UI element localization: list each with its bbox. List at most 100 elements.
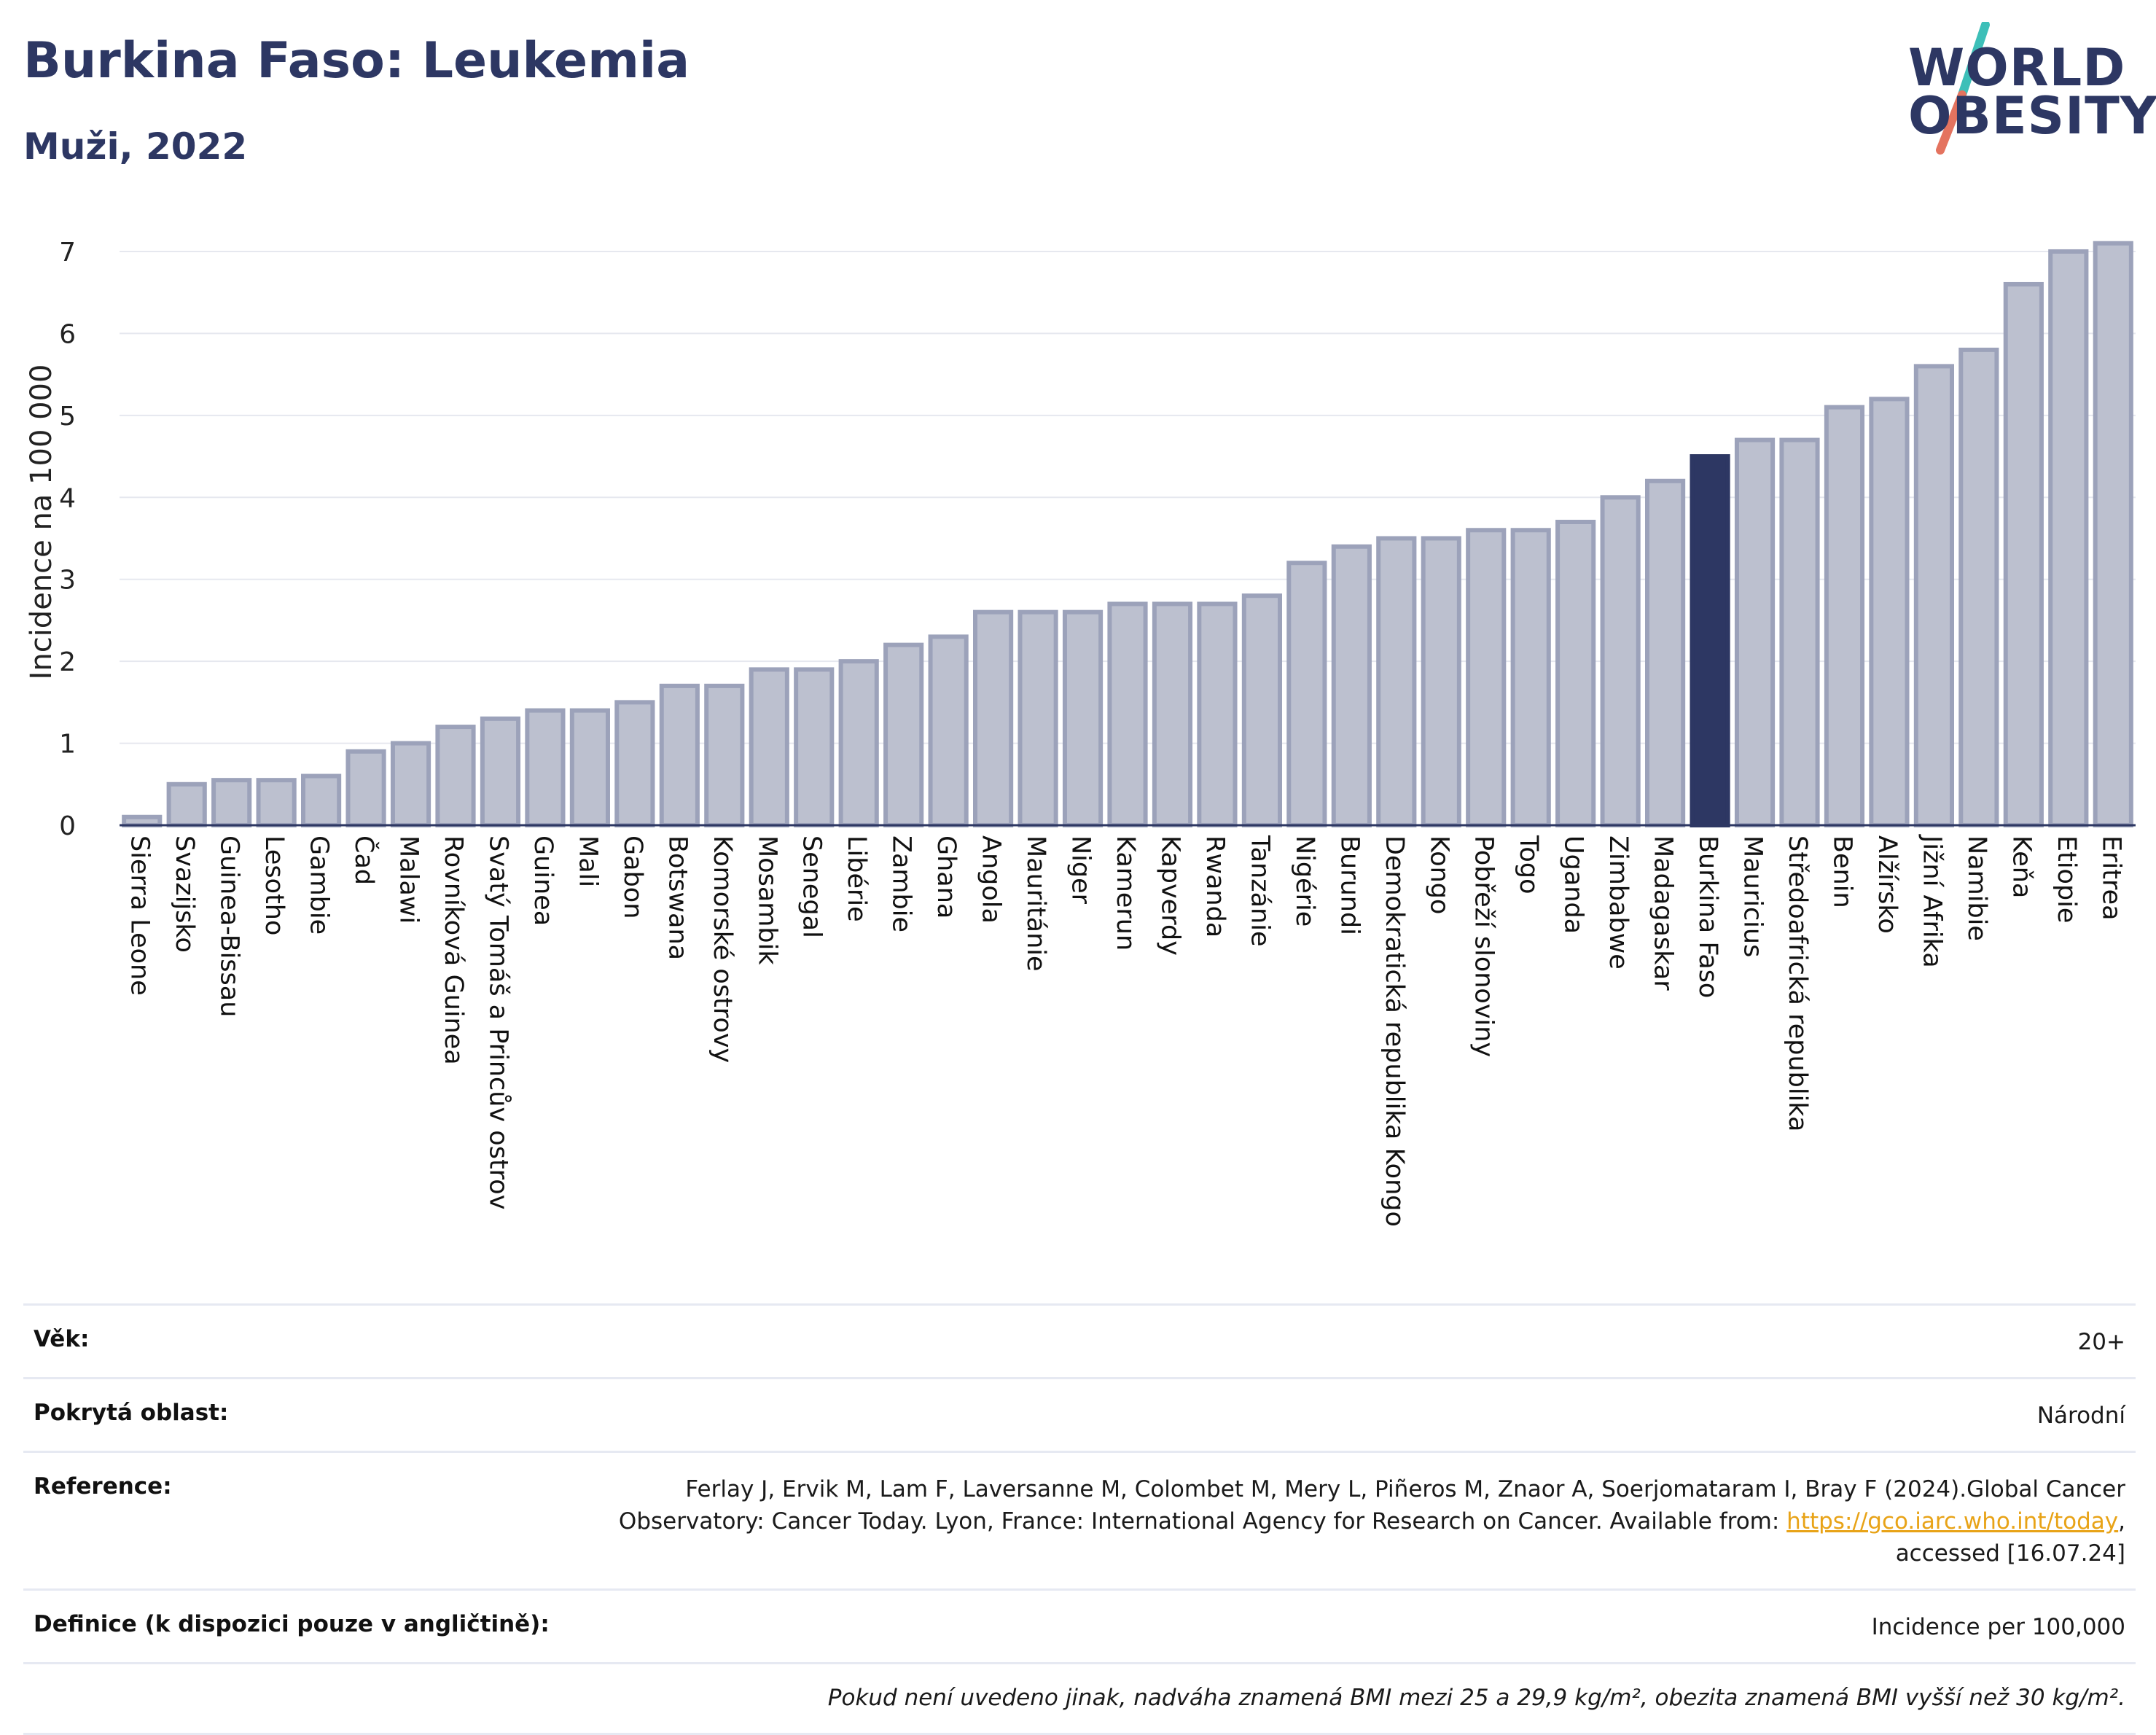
bar-lesotho[interactable]	[256, 778, 297, 828]
bar-mali[interactable]	[569, 708, 610, 828]
x-tick-label: Kongo	[1424, 835, 1453, 914]
y-tick-label: 4	[59, 483, 76, 513]
info-row-definition: Definice (k dispozici pouze v angličtině…	[23, 1588, 2136, 1662]
reference-line-1: Ferlay J, Ervik M, Lam F, Laversanne M, …	[685, 1476, 2125, 1503]
bar-nig-rie[interactable]	[1286, 561, 1327, 827]
y-axis-title: Incidence na 100 000	[25, 364, 58, 680]
bar-togo[interactable]	[1510, 528, 1551, 827]
x-tick-label: Togo	[1514, 835, 1543, 894]
logo-slash-bottom	[1936, 90, 1966, 155]
x-tick-label: Zimbabwe	[1604, 835, 1633, 970]
bar-eritrea[interactable]	[2093, 241, 2133, 827]
x-tick-label: Demokratická republika Kongo	[1380, 835, 1409, 1227]
x-tick-label: Sierra Leone	[125, 835, 155, 996]
x-tick-label: Tanzánie	[1245, 835, 1274, 946]
bar-guinea[interactable]	[525, 708, 566, 828]
x-tick-label: Čad	[349, 835, 380, 885]
x-tick-label: Svatý Tomáš a Princův ostrov	[483, 835, 512, 1209]
x-tick-label: Nigérie	[1290, 835, 1319, 927]
bar-angola[interactable]	[973, 609, 1014, 827]
info-row-age: Věk: 20+	[23, 1303, 2136, 1377]
definition-value: Incidence per 100,000	[1871, 1614, 2125, 1641]
x-tick-label: Pobřeží slonoviny	[1469, 835, 1499, 1057]
age-label: Věk:	[34, 1326, 90, 1352]
x-tick-label: Jižní Afrika	[1917, 834, 1946, 968]
bar--ad[interactable]	[345, 749, 386, 827]
x-tick-label: Libérie	[842, 835, 871, 922]
chart-subtitle: Muži, 2022	[23, 125, 248, 168]
x-tick-label: Mali	[573, 835, 602, 887]
x-tick-label: Gabon	[618, 835, 647, 919]
bar-botswana[interactable]	[659, 683, 700, 827]
reference-line-2-end: ,	[2118, 1508, 2125, 1535]
x-tick-label: Gambie	[305, 835, 334, 935]
info-table: Věk: 20+ Pokrytá oblast: Národní Referen…	[23, 1303, 2136, 1735]
reference-line-3: accessed [16.07.24]	[1895, 1540, 2125, 1567]
y-tick-label: 1	[59, 730, 76, 760]
reference-line-2-text: Observatory: Cancer Today. Lyon, France:…	[618, 1508, 1787, 1535]
bar-ghana[interactable]	[928, 634, 969, 827]
bar-pob-e-slonoviny[interactable]	[1466, 528, 1507, 827]
bar-kamerun[interactable]	[1107, 601, 1148, 827]
bar-benin[interactable]	[1824, 405, 1865, 827]
x-tick-label: Benin	[1827, 835, 1856, 908]
bar-etiopie[interactable]	[2048, 249, 2089, 828]
x-tick-label: Mauricius	[1738, 835, 1768, 957]
reference-value: Ferlay J, Ervik M, Lam F, Laversanne M, …	[619, 1473, 2125, 1570]
bar-malawi[interactable]	[390, 741, 431, 827]
x-tick-label: Rwanda	[1200, 835, 1230, 937]
logo-line-1: WORLD	[1908, 38, 2126, 98]
bar-guinea-bissau[interactable]	[211, 778, 252, 828]
bar-burundi[interactable]	[1331, 544, 1372, 827]
bar-niger[interactable]	[1062, 609, 1104, 827]
bar-gambie[interactable]	[301, 773, 342, 827]
bar-namibie[interactable]	[1958, 347, 1999, 827]
bar-svazijsko[interactable]	[166, 781, 207, 828]
y-tick-label: 0	[59, 811, 76, 841]
x-tick-label: Niger	[1066, 835, 1095, 905]
bar-svat-tom-a-princ-v-ostrov[interactable]	[480, 716, 521, 827]
bar-sierra-leone[interactable]	[122, 814, 163, 828]
bar-kapverdy[interactable]	[1152, 601, 1193, 827]
bar-lib-rie[interactable]	[838, 659, 879, 827]
x-tick-label: Alžírsko	[1872, 835, 1902, 934]
x-tick-label: Angola	[977, 835, 1006, 924]
bar-ji-n-afrika[interactable]	[1913, 364, 1954, 828]
area-value: Národní	[2036, 1403, 2125, 1430]
x-tick-label: Botswana	[663, 835, 692, 960]
x-tick-label: Mauritánie	[1021, 835, 1050, 972]
info-row-area: Pokrytá oblast: Národní	[23, 1377, 2136, 1451]
definition-label: Definice (k dispozici pouze v angličtině…	[34, 1611, 550, 1638]
bar-rovn-kov-guinea[interactable]	[435, 725, 476, 827]
x-tick-label: Lesotho	[259, 835, 289, 935]
x-tick-label: Guinea	[528, 835, 558, 926]
reference-link[interactable]: https://gco.iarc.who.int/today	[1786, 1508, 2119, 1535]
bar-maurit-nie[interactable]	[1018, 609, 1058, 827]
age-value: 20+	[2077, 1329, 2125, 1355]
bar-st-edoafrick-republika[interactable]	[1779, 437, 1820, 827]
x-tick-label: Rovníková Guinea	[439, 835, 468, 1065]
bar-demokratick-republika-kongo[interactable]	[1376, 536, 1417, 827]
x-tick-label: Středoafrická republika	[1783, 835, 1812, 1131]
bar-gabon[interactable]	[614, 700, 655, 828]
bar-zimbabwe[interactable]	[1600, 495, 1641, 827]
x-tick-label: Svazijsko	[170, 835, 199, 953]
bar-senegal[interactable]	[794, 667, 835, 827]
bar-mauricius[interactable]	[1734, 437, 1776, 827]
y-tick-label: 2	[59, 647, 76, 677]
bar-zambie[interactable]	[883, 642, 924, 827]
bar-uganda[interactable]	[1555, 520, 1596, 827]
bar-madagaskar[interactable]	[1645, 478, 1686, 827]
x-tick-label: Ghana	[931, 835, 961, 919]
world-obesity-logo: WORLD OBESITY	[1888, 22, 2156, 160]
bar-tanz-nie[interactable]	[1241, 593, 1282, 828]
bar-rwanda[interactable]	[1197, 601, 1238, 827]
bar-burkina-faso[interactable]	[1690, 454, 1730, 827]
bar-kongo[interactable]	[1421, 536, 1461, 827]
bar-al-rsko[interactable]	[1869, 397, 1910, 827]
bar-komorsk-ostrovy[interactable]	[704, 683, 745, 827]
reference-line-2: Observatory: Cancer Today. Lyon, France:…	[619, 1505, 2125, 1537]
bar-ke-a[interactable]	[2003, 281, 2044, 828]
bar-mosambik[interactable]	[749, 667, 789, 827]
y-tick-label: 5	[59, 402, 76, 432]
